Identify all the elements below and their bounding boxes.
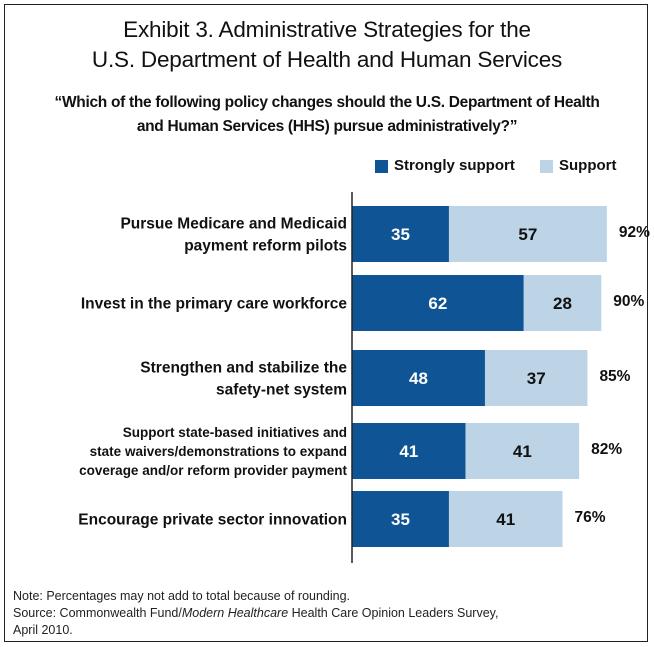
bar-strongly-support-4 xyxy=(352,423,466,479)
category-label-2-line-1: Invest in the primary care workforce xyxy=(81,296,348,313)
legend-swatch-support xyxy=(540,160,553,173)
chart-notes: Note: Percentages may not add to total b… xyxy=(13,588,498,639)
category-label-4-line-1: Support state-based initiatives and xyxy=(123,425,347,440)
source-suffix: Health Care Opinion Leaders Survey, xyxy=(288,606,499,620)
category-label-1-line-2: payment reform pilots xyxy=(184,238,347,255)
title-line-2: U.S. Department of Health and Human Serv… xyxy=(91,47,563,72)
total-label-3: 85% xyxy=(599,368,630,385)
subtitle-line-2: and Human Services (HHS) pursue administ… xyxy=(136,118,518,135)
chart-subtitle: “Which of the following policy changes s… xyxy=(5,91,649,139)
bar-strongly-support-3 xyxy=(352,350,485,406)
total-label-5: 76% xyxy=(575,509,606,526)
bar-support-4 xyxy=(465,423,580,479)
value-label-strongly-support-5: 35 xyxy=(391,510,410,529)
value-label-strongly-support-3: 48 xyxy=(409,369,428,388)
value-label-strongly-support-4: 41 xyxy=(399,442,418,461)
note-text: Note: Percentages may not add to total b… xyxy=(13,589,351,603)
value-label-support-1: 57 xyxy=(518,225,537,244)
bar-strongly-support-5 xyxy=(352,491,449,547)
bar-support-1 xyxy=(448,206,607,262)
category-label-3-line-1: Strengthen and stabilize the xyxy=(140,360,347,377)
source-date: April 2010. xyxy=(13,623,73,637)
category-label-5-line-1: Encourage private sector innovation xyxy=(78,512,347,529)
source-prefix: Source: Commonwealth Fund/ xyxy=(13,606,182,620)
legend-label-support: Support xyxy=(559,157,617,174)
bar-strongly-support-1 xyxy=(352,206,449,262)
legend-swatch-strongly-support xyxy=(375,160,388,173)
subtitle-line-1: “Which of the following policy changes s… xyxy=(54,94,600,111)
value-label-support-3: 37 xyxy=(527,369,546,388)
chart-title: Exhibit 3. Administrative Strategies for… xyxy=(5,15,649,75)
bar-strongly-support-2 xyxy=(352,275,524,331)
bar-support-2 xyxy=(523,275,602,331)
category-label-4-line-3: coverage and/or reform provider payment xyxy=(79,463,347,478)
value-label-support-2: 28 xyxy=(553,294,572,313)
bar-support-3 xyxy=(484,350,588,406)
value-label-strongly-support-2: 62 xyxy=(428,294,447,313)
category-label-3-line-2: safety-net system xyxy=(216,382,347,399)
category-label-1-line-1: Pursue Medicare and Medicaid xyxy=(120,216,347,233)
total-label-4: 82% xyxy=(591,441,622,458)
total-label-2: 90% xyxy=(613,293,644,310)
value-label-support-5: 41 xyxy=(496,510,515,529)
category-label-4-line-2: state waivers/demonstrations to expand xyxy=(90,444,347,459)
value-label-strongly-support-1: 35 xyxy=(391,225,410,244)
source-publication: Modern Healthcare xyxy=(181,606,289,620)
title-line-1: Exhibit 3. Administrative Strategies for… xyxy=(123,17,531,42)
bar-support-5 xyxy=(448,491,563,547)
legend-label-strongly-support: Strongly support xyxy=(394,157,515,174)
total-label-1: 92% xyxy=(619,224,650,241)
value-label-support-4: 41 xyxy=(513,442,532,461)
source-text: Source: Commonwealth Fund/Modern Healthc… xyxy=(13,605,498,622)
